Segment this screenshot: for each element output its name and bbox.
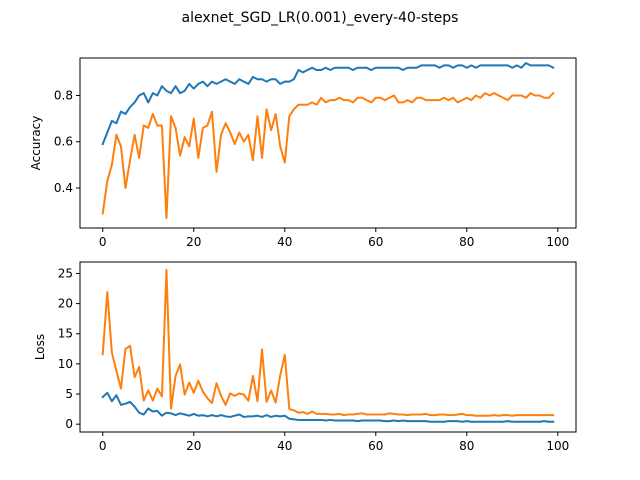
accuracy-axes-frame — [79, 57, 577, 229]
loss-x-tick-label: 80 — [459, 439, 474, 453]
accuracy-y-tick-label: 0.8 — [54, 88, 73, 102]
figure-title: alexnet_SGD_LR(0.001)_every-40-steps — [182, 10, 459, 26]
accuracy-plot: 0 20 40 60 80 100 0.4 0.6 0.8 Accuracy — [29, 57, 577, 249]
accuracy-x-tick-label: 60 — [368, 235, 383, 249]
loss-series-layer — [101, 268, 555, 423]
accuracy-series-line-1 — [101, 62, 555, 146]
loss-x-tick-label: 100 — [546, 439, 569, 453]
accuracy-x-ticks: 0 20 40 60 80 100 — [99, 228, 569, 249]
accuracy-x-tick-label: 20 — [186, 235, 201, 249]
loss-y-tick-label: 0 — [65, 417, 73, 431]
loss-x-tick-label: 20 — [186, 439, 201, 453]
accuracy-x-tick-label: 40 — [277, 235, 292, 249]
loss-axes-frame — [79, 261, 577, 433]
loss-y-tick-label: 20 — [58, 297, 73, 311]
accuracy-y-axis-label: Accuracy — [29, 116, 43, 171]
loss-x-tick-label: 40 — [277, 439, 292, 453]
loss-x-tick-label: 60 — [368, 439, 383, 453]
loss-y-ticks: 0 5 10 15 20 25 — [58, 266, 80, 431]
loss-y-axis-label: Loss — [33, 334, 47, 360]
loss-series-line-2 — [101, 268, 555, 417]
accuracy-y-tick-label: 0.6 — [54, 135, 73, 149]
loss-y-tick-label: 25 — [58, 266, 73, 280]
loss-y-tick-label: 10 — [58, 357, 73, 371]
loss-y-tick-label: 15 — [58, 327, 73, 341]
loss-y-tick-label: 5 — [65, 387, 73, 401]
loss-x-tick-label: 0 — [99, 439, 107, 453]
accuracy-x-tick-label: 80 — [459, 235, 474, 249]
accuracy-y-tick-label: 0.4 — [54, 181, 73, 195]
loss-plot: 0 20 40 60 80 100 0 5 10 15 20 25 Loss — [33, 261, 577, 453]
accuracy-y-ticks: 0.4 0.6 0.8 — [54, 88, 80, 195]
loss-series-line-1 — [101, 391, 555, 423]
accuracy-series-layer — [101, 62, 555, 220]
accuracy-x-tick-label: 100 — [546, 235, 569, 249]
accuracy-x-tick-label: 0 — [99, 235, 107, 249]
loss-x-ticks: 0 20 40 60 80 100 — [99, 432, 569, 453]
accuracy-series-line-2 — [101, 91, 555, 220]
